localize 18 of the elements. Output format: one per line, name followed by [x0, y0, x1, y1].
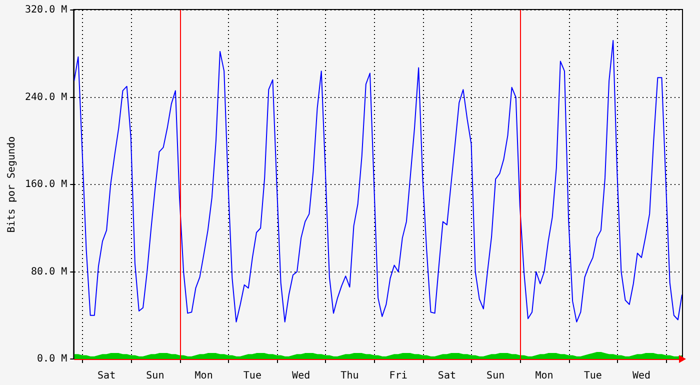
y-tick-label: 320.0 M	[24, 4, 68, 16]
x-tick-label: Sun	[486, 370, 505, 382]
x-tick-label: Sat	[98, 370, 116, 382]
x-tick-label: Sat	[438, 370, 456, 382]
y-tick-label: 80.0 M	[31, 266, 68, 278]
x-tick-label: Sun	[146, 370, 164, 382]
x-tick-label: Wed	[632, 370, 651, 382]
y-tick-label: 0.0 M	[37, 354, 68, 365]
x-tick-label: Mon	[194, 370, 213, 382]
y-axis-title: Bits por Segundo	[6, 136, 18, 233]
y-tick-label: 160.0 M	[24, 179, 68, 190]
x-tick-label: Tue	[243, 370, 262, 382]
x-tick-label: Mon	[535, 370, 554, 382]
x-tick-label: Thu	[340, 370, 359, 382]
x-tick-label: Fri	[389, 370, 408, 382]
x-tick-label: Wed	[292, 370, 310, 382]
x-tick-label: Tue	[584, 370, 602, 382]
y-tick-label: 240.0 M	[24, 92, 68, 103]
